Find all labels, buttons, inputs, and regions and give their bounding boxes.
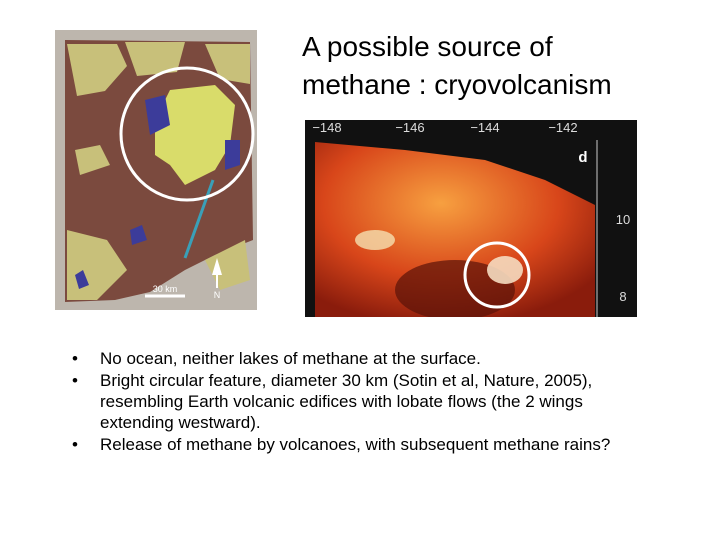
bullet-text: Bright circular feature, diameter 30 km … <box>100 371 593 432</box>
map-highlight-circle <box>119 66 255 202</box>
ir-image: −148 −146 −144 −142 d 10 8 <box>305 120 637 317</box>
slide-title: A possible source of methane : cryovolca… <box>302 28 612 104</box>
ir-top-label: −148 <box>312 120 341 135</box>
ir-bright-feature <box>487 256 523 284</box>
ir-top-label: −146 <box>395 120 424 135</box>
map-bright-area <box>155 85 235 185</box>
title-line: A possible source of <box>302 31 553 62</box>
ir-dark-area <box>395 260 515 317</box>
ir-side-label: 8 <box>619 289 626 304</box>
bullet-text: Release of methane by volcanoes, with su… <box>100 435 611 454</box>
bullet: • No ocean, neither lakes of methane at t… <box>72 349 481 368</box>
bullet-text: No ocean, neither lakes of methane at th… <box>100 349 481 368</box>
ir-top-label: −144 <box>470 120 499 135</box>
map-image: 30 km N <box>55 30 257 310</box>
map-channel <box>183 179 215 259</box>
ir-terrain <box>315 142 595 317</box>
map-yellow-areas <box>67 42 250 300</box>
bullet: • Release of methane by volcanoes, with s… <box>72 435 611 454</box>
bullet-list: • No ocean, neither lakes of methane at t… <box>72 348 632 456</box>
ir-highlight-circle <box>463 241 531 309</box>
north-arrow <box>212 258 222 275</box>
scale-label: 30 km <box>153 284 178 294</box>
north-label: N <box>214 290 221 300</box>
ir-side-label: 10 <box>616 212 630 227</box>
bullet: • Bright circular feature, diameter 30 km… <box>72 371 593 432</box>
ir-bright-spot <box>355 230 395 250</box>
ir-top-label: −142 <box>548 120 577 135</box>
ir-panel-label: d <box>578 149 587 166</box>
title-line: methane : cryovolcanism <box>302 69 612 100</box>
